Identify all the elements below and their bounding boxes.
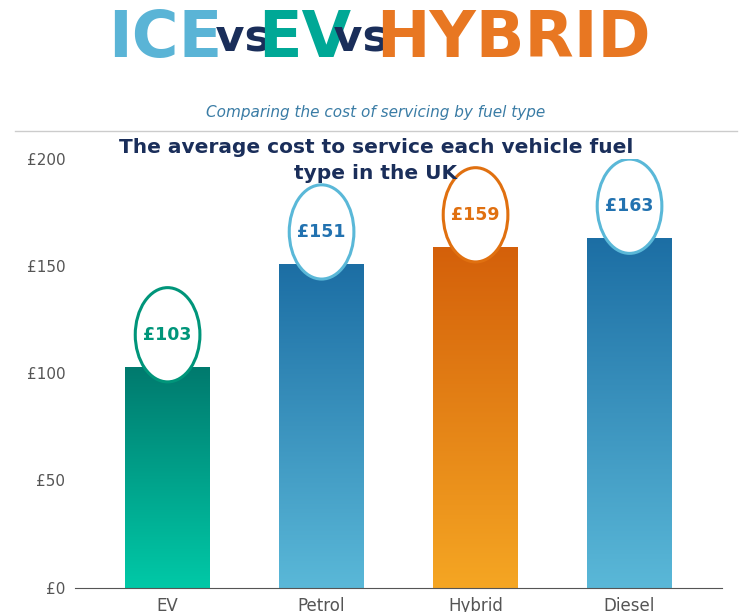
Text: £159: £159: [451, 206, 500, 224]
Text: Comparing the cost of servicing by fuel type: Comparing the cost of servicing by fuel …: [206, 105, 546, 120]
Text: £103: £103: [144, 326, 192, 344]
Ellipse shape: [290, 185, 354, 279]
Text: EV: EV: [258, 8, 351, 70]
Ellipse shape: [443, 168, 508, 262]
Text: HYBRID: HYBRID: [376, 8, 650, 70]
Text: £151: £151: [297, 223, 346, 241]
Ellipse shape: [135, 288, 200, 382]
Text: The average cost to service each vehicle fuel
type in the UK: The average cost to service each vehicle…: [119, 138, 633, 183]
Text: vs: vs: [200, 18, 287, 61]
Text: £163: £163: [605, 197, 653, 215]
Text: ICE: ICE: [108, 8, 223, 70]
Ellipse shape: [597, 159, 662, 253]
Text: vs: vs: [318, 18, 405, 61]
